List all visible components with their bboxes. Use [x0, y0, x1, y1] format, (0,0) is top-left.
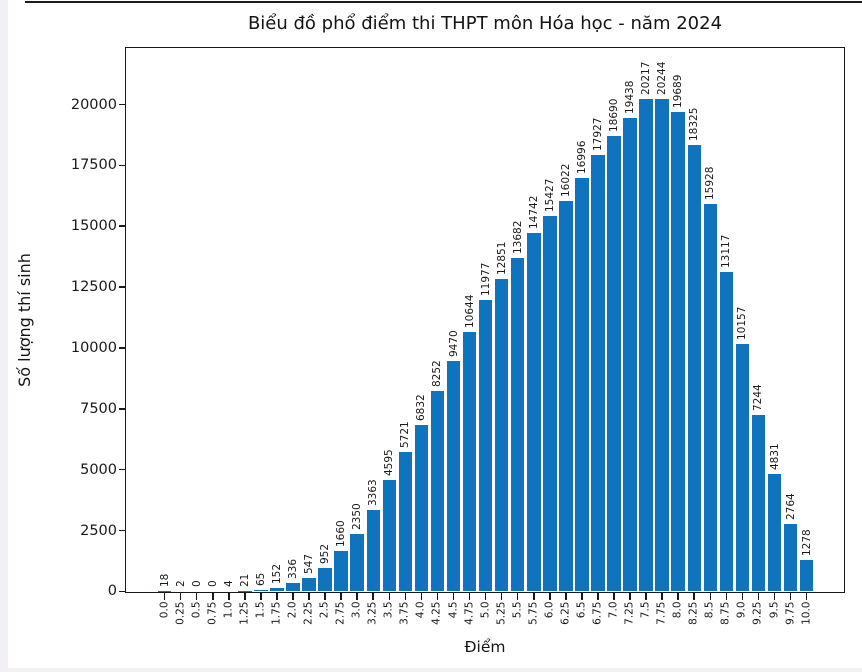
x-tick: [228, 593, 230, 600]
x-tick: [420, 593, 423, 600]
x-tick: [661, 593, 663, 600]
chart-figure: Biểu đồ phổ điểm thi THPT môn Hóa học - …: [8, 0, 862, 668]
x-tick: [532, 593, 535, 600]
x-tick: [757, 593, 760, 600]
y-axis-label: Số lượng thí sinh: [15, 253, 34, 387]
x-tick: [725, 593, 728, 600]
x-tick: [372, 593, 375, 600]
y-tick: [118, 103, 125, 106]
y-tick: [118, 468, 125, 471]
x-tick: [179, 593, 182, 600]
y-tick-label: 2500: [80, 522, 117, 539]
x-tick: [805, 593, 808, 600]
x-tick: [276, 593, 278, 600]
x-tick: [789, 593, 792, 600]
x-tick: [629, 593, 631, 600]
y-tick-label: 12500: [70, 279, 117, 296]
x-tick: [549, 593, 551, 600]
x-tick: [741, 593, 744, 600]
x-tick: [597, 593, 599, 600]
x-tick: [388, 593, 391, 600]
y-tick: [118, 590, 125, 593]
plot-area: [125, 47, 845, 593]
x-tick: [645, 593, 647, 600]
x-tick: [709, 593, 712, 600]
x-tick: [581, 593, 583, 600]
y-tick-label: 0: [107, 583, 117, 600]
y-tick-label: 15000: [70, 218, 117, 235]
y-tick: [118, 529, 125, 532]
y-tick-label: 5000: [80, 461, 117, 478]
y-tick: [118, 286, 125, 288]
x-tick: [211, 593, 214, 600]
x-tick: [693, 593, 696, 600]
x-tick: [195, 593, 198, 600]
x-tick: [468, 593, 471, 600]
x-tick: [613, 593, 615, 600]
x-tick: [677, 593, 679, 600]
y-tick: [118, 225, 125, 228]
x-axis-label: Điểm: [464, 638, 506, 656]
x-tick: [292, 593, 294, 600]
x-tick: [244, 593, 246, 600]
x-tick: [484, 593, 487, 600]
y-tick: [118, 164, 125, 167]
x-tick: [340, 593, 342, 600]
x-tick: [500, 593, 503, 600]
x-tick: [436, 593, 439, 600]
x-tick: [773, 593, 776, 600]
y-tick-label: 17500: [70, 157, 117, 174]
chart-title: Biểu đồ phổ điểm thi THPT môn Hóa học - …: [247, 13, 723, 34]
y-tick-label: 20000: [70, 96, 117, 113]
x-tick: [163, 593, 166, 600]
x-tick: [565, 593, 567, 600]
x-tick: [324, 593, 326, 600]
y-tick: [118, 347, 125, 349]
x-tick: [260, 593, 262, 600]
y-tick-label: 10000: [70, 339, 117, 356]
x-tick: [452, 593, 455, 600]
y-tick: [118, 408, 125, 410]
x-tick: [356, 593, 358, 600]
y-tick-label: 7500: [80, 400, 117, 417]
x-tick: [404, 593, 407, 600]
window-top-border: [25, 1, 862, 3]
x-tick: [308, 593, 310, 600]
x-tick: [516, 593, 519, 600]
